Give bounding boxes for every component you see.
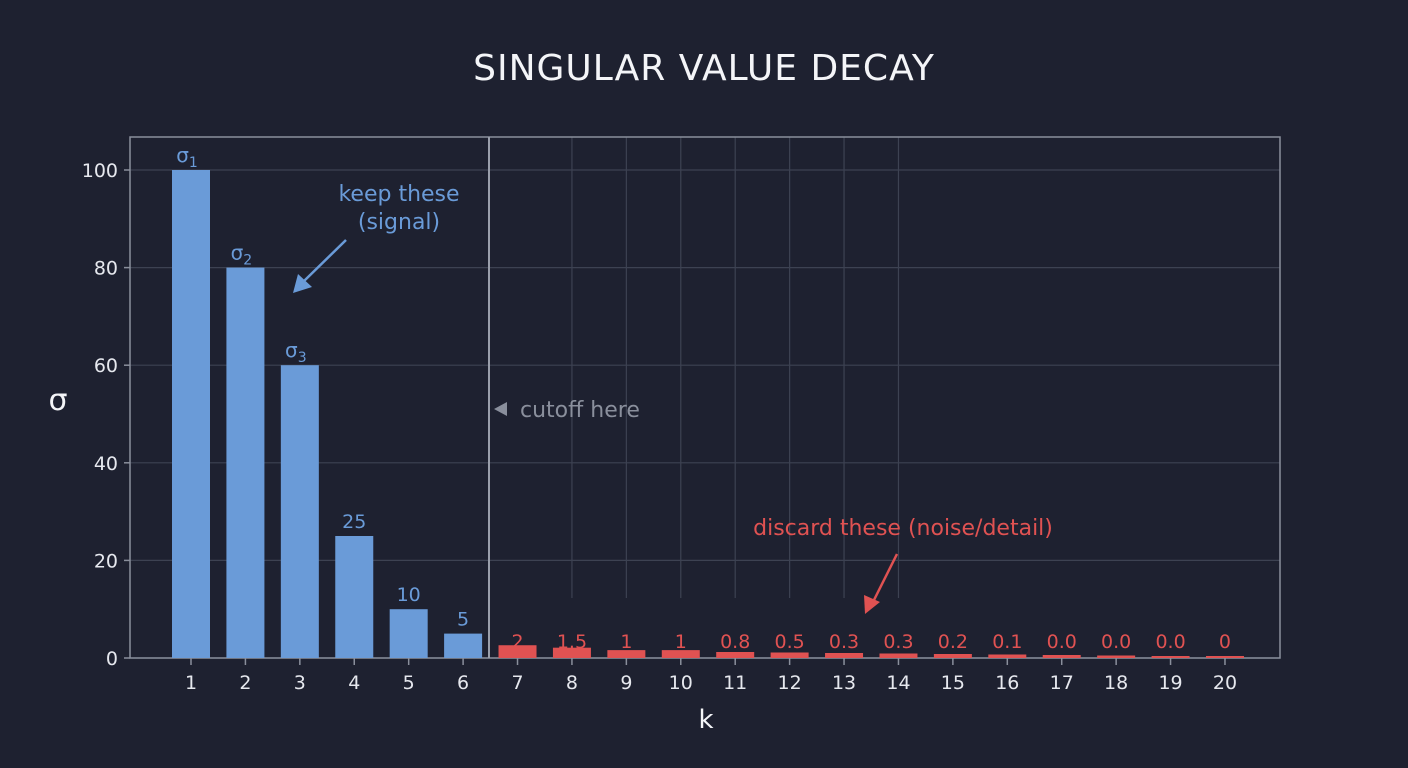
bar-value-label: 0 — [1219, 631, 1231, 653]
y-tick-label: 20 — [94, 550, 118, 572]
y-tick-label: 0 — [106, 648, 118, 670]
bar-value-label: 0.3 — [829, 631, 859, 653]
bar-value-label: 1.5 — [557, 631, 587, 653]
bar-value-label: 25 — [342, 511, 366, 533]
bar-k14 — [879, 653, 918, 658]
x-tick-label: 8 — [566, 672, 578, 694]
x-tick-label: 10 — [669, 672, 693, 694]
y-tick-label: 80 — [94, 258, 118, 280]
x-tick-label: 5 — [403, 672, 415, 694]
bar-k13 — [825, 653, 864, 658]
x-tick-label: 18 — [1104, 672, 1128, 694]
bar-value-label: 0.5 — [775, 631, 805, 653]
bar-value-label: 0.8 — [720, 631, 750, 653]
bar-k10 — [661, 650, 700, 658]
y-tick-label: 60 — [94, 355, 118, 377]
x-tick-label: 14 — [886, 672, 910, 694]
bar-k2 — [226, 267, 265, 658]
chart-title: SINGULAR VALUE DECAY — [473, 48, 935, 89]
x-tick-label: 6 — [457, 672, 469, 694]
x-tick-label: 2 — [239, 672, 251, 694]
x-axis-label: k — [698, 705, 713, 735]
bar-label-sigma: σ1 — [176, 143, 198, 171]
bar-value-label: 0.1 — [992, 631, 1022, 653]
plot-frame — [129, 136, 1281, 659]
bar-k6 — [444, 633, 483, 658]
x-tick-label: 17 — [1050, 672, 1074, 694]
keep-annotation-line2: (signal) — [358, 210, 440, 235]
bar-k17 — [1042, 655, 1081, 658]
bar-k11 — [716, 652, 755, 658]
bar-value-label: 10 — [397, 584, 421, 606]
x-tick-label: 13 — [832, 672, 856, 694]
bar-k15 — [933, 654, 972, 658]
bar-value-label: 1 — [675, 631, 687, 653]
bar-k9 — [607, 650, 646, 658]
x-tick-label: 12 — [778, 672, 802, 694]
bar-k8 — [552, 647, 591, 658]
x-tick-label: 11 — [723, 672, 747, 694]
x-tick-label: 7 — [511, 672, 523, 694]
keep-annotation-line1: keep these — [338, 182, 459, 207]
y-tick-label: 100 — [82, 160, 118, 182]
x-tick-label: 1 — [185, 672, 197, 694]
x-tick-label: 20 — [1213, 672, 1237, 694]
cutoff-label: cutoff here — [520, 398, 640, 423]
x-tick-label: 4 — [348, 672, 360, 694]
x-tick-label: 9 — [620, 672, 632, 694]
y-tick-label: 40 — [94, 453, 118, 475]
keep-arrowhead-icon — [293, 274, 312, 293]
bar-k4 — [335, 536, 374, 658]
bar-value-label: 0.0 — [1047, 631, 1077, 653]
bar-k1 — [172, 170, 210, 658]
bar-k18 — [1097, 655, 1136, 658]
cutoff-arrow-icon — [494, 402, 507, 416]
discard-arrowhead-icon — [864, 595, 880, 614]
bar-k3 — [280, 365, 319, 658]
x-tick-label: 3 — [294, 672, 306, 694]
bar-k19 — [1151, 656, 1190, 658]
bar-k7 — [498, 645, 537, 658]
bar-k20 — [1205, 656, 1244, 658]
discard-arrow — [872, 553, 899, 601]
discard-annotation: discard these (noise/detail) — [753, 516, 1053, 541]
bar-k5 — [389, 609, 428, 658]
bar-value-label: 0.3 — [883, 631, 913, 653]
x-tick-label: 16 — [995, 672, 1019, 694]
bar-k12 — [770, 652, 809, 658]
bar-value-label: 0.0 — [1101, 631, 1131, 653]
bar-k16 — [988, 654, 1027, 658]
bar-value-label: 1 — [620, 631, 632, 653]
bar-value-label: 0.2 — [938, 631, 968, 653]
bar-value-label: 0.0 — [1155, 631, 1185, 653]
bar-value-label: 2 — [511, 631, 523, 653]
x-tick-label: 15 — [941, 672, 965, 694]
x-tick-label: 19 — [1158, 672, 1182, 694]
bar-label-sigma: σ2 — [231, 241, 253, 269]
y-axis-label: σ — [48, 383, 67, 418]
bar-label-sigma: σ3 — [285, 338, 307, 366]
bar-value-label: 5 — [457, 609, 469, 631]
keep-arrow — [302, 239, 347, 283]
